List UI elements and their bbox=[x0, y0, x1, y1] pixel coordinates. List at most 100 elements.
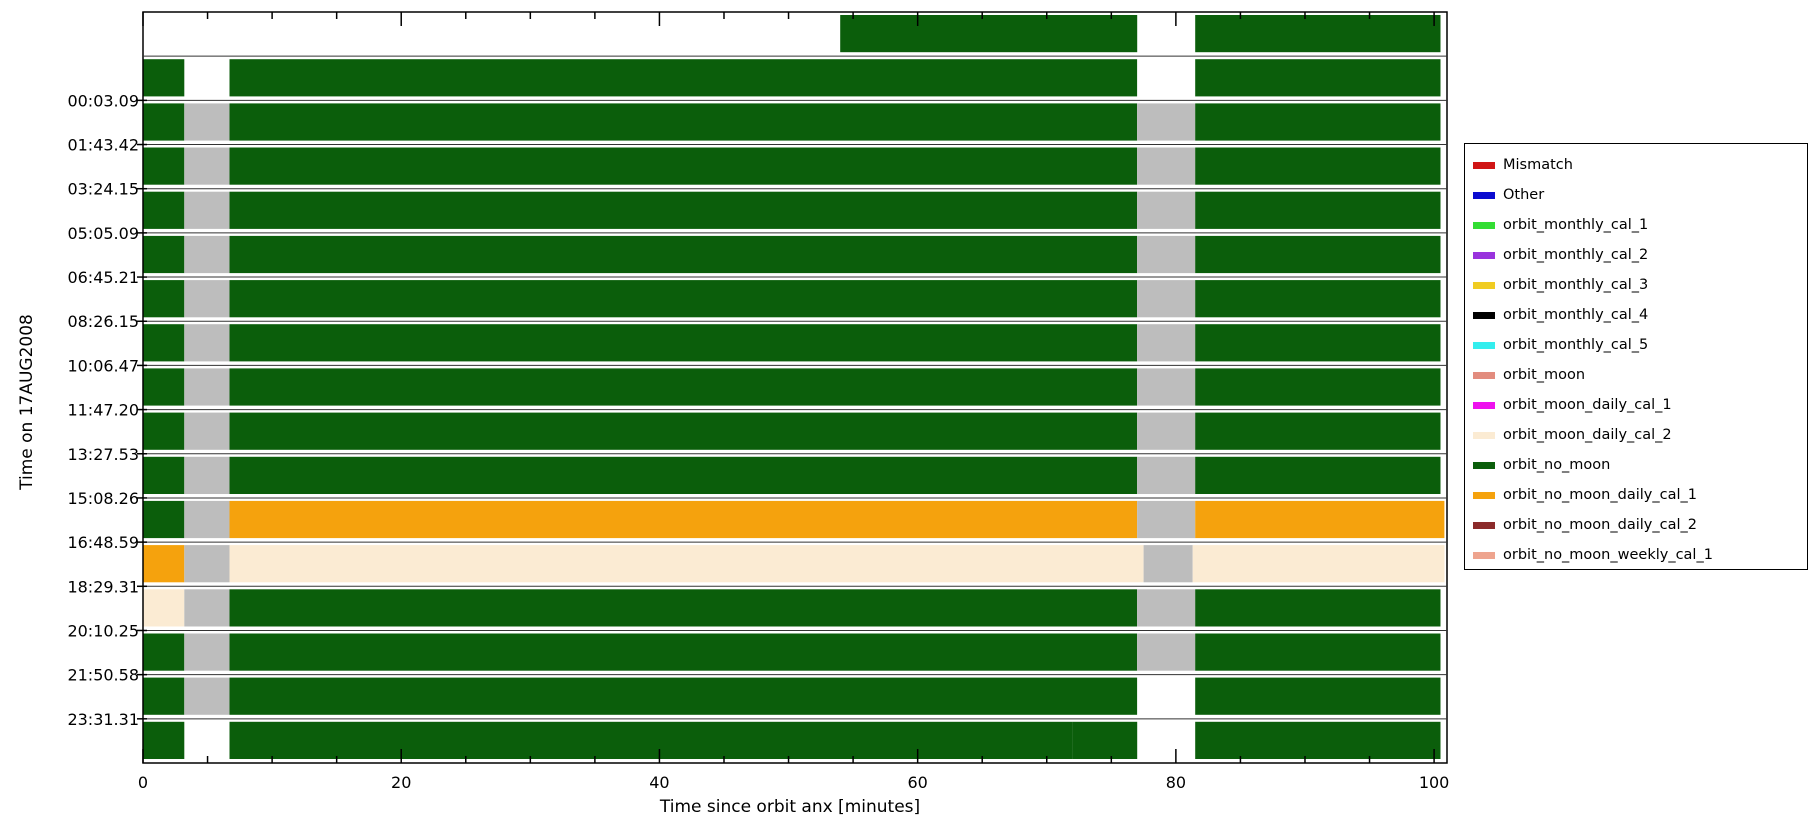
legend-swatch bbox=[1473, 281, 1495, 289]
x-tick-label-100: 100 bbox=[1419, 773, 1450, 792]
bar-segment-row7-1 bbox=[184, 324, 230, 362]
axes-layer: 0 20 40 60 80 100 00:03.09 01:43.42 03:24.15 05:0… bbox=[67, 11, 1450, 792]
legend-label: orbit_moon_daily_cal_1 bbox=[1503, 397, 1672, 413]
bar-segment-row2-2 bbox=[229, 103, 1138, 141]
legend-item-orbit_no_moon: orbit_no_moon bbox=[1465, 450, 1807, 480]
bar-segment-row12-0 bbox=[143, 545, 185, 583]
legend-label: orbit_moon bbox=[1503, 367, 1586, 383]
bar-segment-row6-2 bbox=[229, 280, 1138, 318]
bar-segment-row15-3 bbox=[1195, 677, 1441, 715]
legend-item-orbit_no_moon_weekly_cal_1: orbit_no_moon_weekly_cal_1 bbox=[1465, 540, 1807, 570]
bar-segment-row5-2 bbox=[229, 235, 1138, 274]
bar-segment-row13-1 bbox=[184, 589, 230, 627]
y-tick-label-1: 01:43.42 bbox=[67, 136, 139, 155]
legend-label: orbit_no_moon_weekly_cal_1 bbox=[1503, 547, 1713, 563]
bar-segment-row11-0 bbox=[143, 500, 185, 539]
bar-segment-row10-2 bbox=[229, 456, 1138, 494]
bar-segment-row10-3 bbox=[1137, 456, 1196, 494]
bar-segment-row9-0 bbox=[143, 412, 185, 450]
legend-item-orbit_moon_daily_cal_1: orbit_moon_daily_cal_1 bbox=[1465, 390, 1807, 420]
legend-swatch bbox=[1473, 221, 1495, 229]
bar-segment-row6-4 bbox=[1195, 280, 1441, 318]
legend-swatch bbox=[1473, 311, 1495, 319]
bar-segment-row15-0 bbox=[143, 677, 185, 715]
legend-item-orbit_monthly_cal_5: orbit_monthly_cal_5 bbox=[1465, 330, 1807, 360]
bar-segment-row15-2 bbox=[229, 677, 1138, 715]
bar-segment-row14-4 bbox=[1195, 633, 1441, 671]
bar-segment-row4-2 bbox=[229, 191, 1138, 229]
legend-label: orbit_no_moon_daily_cal_2 bbox=[1503, 517, 1697, 533]
y-tick-label-2: 03:24.15 bbox=[67, 180, 139, 199]
legend-item-orbit_monthly_cal_2: orbit_monthly_cal_2 bbox=[1465, 240, 1807, 270]
bar-segment-row1-1 bbox=[229, 59, 1138, 97]
legend-label: orbit_monthly_cal_4 bbox=[1503, 307, 1649, 323]
legend-item-orbit_no_moon_daily_cal_1: orbit_no_moon_daily_cal_1 bbox=[1465, 480, 1807, 510]
bar-segment-row5-3 bbox=[1137, 235, 1196, 274]
legend-swatch bbox=[1473, 551, 1495, 559]
bar-segment-row11-1 bbox=[184, 500, 230, 539]
x-tick-label-0: 0 bbox=[138, 773, 148, 792]
y-tick-label-10: 16:48.59 bbox=[67, 533, 139, 552]
bar-segment-row4-0 bbox=[143, 191, 185, 229]
bar-segment-row6-0 bbox=[143, 280, 185, 318]
bar-segment-row10-1 bbox=[184, 456, 230, 494]
bar-segment-row16-3 bbox=[1195, 721, 1441, 759]
bar-segment-row0-0 bbox=[840, 15, 1138, 53]
legend-item-orbit_monthly_cal_3: orbit_monthly_cal_3 bbox=[1465, 270, 1807, 300]
legend-item-orbit_monthly_cal_1: orbit_monthly_cal_1 bbox=[1465, 210, 1807, 240]
bar-segment-row11-2 bbox=[229, 500, 1138, 539]
bar-segment-row4-4 bbox=[1195, 191, 1441, 229]
bar-segment-row8-0 bbox=[143, 368, 185, 406]
x-tick-label-80: 80 bbox=[1166, 773, 1186, 792]
bar-segment-row5-0 bbox=[143, 235, 185, 274]
bar-segment-row7-3 bbox=[1137, 324, 1196, 362]
bar-segment-row3-4 bbox=[1195, 147, 1441, 185]
bar-segment-row10-4 bbox=[1195, 456, 1441, 494]
bar-segment-row9-2 bbox=[229, 412, 1138, 450]
bar-segment-row11-4 bbox=[1195, 500, 1445, 539]
legend-label: orbit_moon_daily_cal_2 bbox=[1503, 427, 1672, 443]
legend-swatch bbox=[1473, 341, 1495, 349]
bar-segment-row8-4 bbox=[1195, 368, 1441, 406]
bar-segment-row2-3 bbox=[1137, 103, 1196, 141]
bar-segment-row8-3 bbox=[1137, 368, 1196, 406]
x-tick-label-20: 20 bbox=[391, 773, 411, 792]
legend-item-orbit_monthly_cal_4: orbit_monthly_cal_4 bbox=[1465, 300, 1807, 330]
y-tick-label-9: 15:08.26 bbox=[67, 489, 139, 508]
bar-segment-row14-3 bbox=[1137, 633, 1196, 671]
bar-segment-row13-4 bbox=[1195, 589, 1441, 627]
bar-segment-row3-1 bbox=[184, 147, 230, 185]
bar-segment-row8-1 bbox=[184, 368, 230, 406]
bar-segment-row7-0 bbox=[143, 324, 185, 362]
legend-swatch bbox=[1473, 401, 1495, 409]
y-tick-label-11: 18:29.31 bbox=[67, 577, 139, 596]
bar-segment-row12-2 bbox=[229, 545, 1144, 583]
x-axis-label: Time since orbit anx [minutes] bbox=[659, 797, 920, 817]
bar-segment-row11-3 bbox=[1137, 500, 1196, 539]
legend-label: Other bbox=[1503, 187, 1545, 203]
y-tick-label-3: 05:05.09 bbox=[67, 224, 139, 243]
bar-segment-row14-0 bbox=[143, 633, 185, 671]
y-tick-label-13: 21:50.58 bbox=[67, 666, 139, 685]
x-tick-label-60: 60 bbox=[907, 773, 927, 792]
bar-segment-row13-2 bbox=[229, 589, 1138, 627]
bar-segment-row16-2 bbox=[1072, 721, 1138, 759]
bar-segment-row16-0 bbox=[143, 721, 185, 759]
bar-segment-row6-1 bbox=[184, 280, 230, 318]
bar-segment-row6-3 bbox=[1137, 280, 1196, 318]
legend-swatch bbox=[1473, 161, 1495, 169]
legend-swatch bbox=[1473, 491, 1495, 499]
legend-item-orbit_moon: orbit_moon bbox=[1465, 360, 1807, 390]
legend-label: orbit_monthly_cal_1 bbox=[1503, 217, 1649, 233]
legend-swatch bbox=[1473, 251, 1495, 259]
bar-segment-row14-2 bbox=[229, 633, 1138, 671]
bar-segment-row13-3 bbox=[1137, 589, 1196, 627]
legend-label: orbit_monthly_cal_2 bbox=[1503, 247, 1649, 263]
legend-item-orbit_no_moon_daily_cal_2: orbit_no_moon_daily_cal_2 bbox=[1465, 510, 1807, 540]
x-tick-label-40: 40 bbox=[649, 773, 669, 792]
y-tick-label-0: 00:03.09 bbox=[67, 91, 139, 110]
bar-segment-row1-2 bbox=[1195, 59, 1441, 97]
bar-segment-row7-4 bbox=[1195, 324, 1441, 362]
bar-segment-row1-0 bbox=[143, 59, 185, 97]
legend-item-orbit_moon_daily_cal_2: orbit_moon_daily_cal_2 bbox=[1465, 420, 1807, 450]
